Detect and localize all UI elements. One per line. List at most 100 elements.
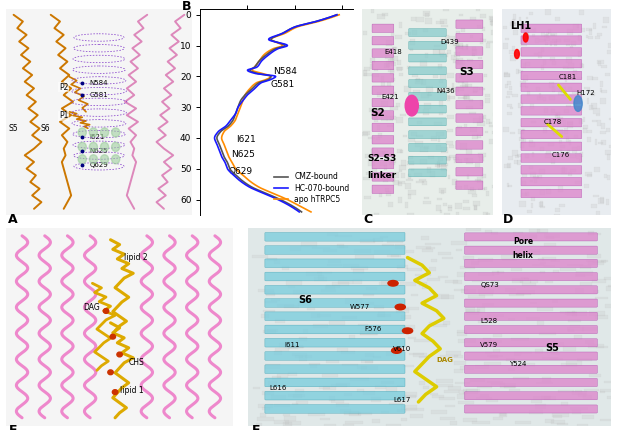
Bar bbox=[605, 74, 610, 76]
Bar bbox=[543, 129, 547, 133]
FancyBboxPatch shape bbox=[265, 365, 405, 374]
Bar bbox=[548, 29, 551, 34]
Bar bbox=[399, 169, 402, 172]
Bar bbox=[378, 133, 382, 138]
Bar bbox=[447, 73, 454, 79]
Bar bbox=[521, 139, 526, 143]
Bar bbox=[520, 17, 521, 21]
Bar bbox=[540, 201, 543, 206]
Bar bbox=[258, 289, 274, 292]
Bar bbox=[449, 37, 455, 39]
Bar bbox=[589, 374, 601, 377]
Bar bbox=[363, 131, 370, 135]
Bar bbox=[377, 14, 384, 19]
Bar bbox=[529, 180, 533, 182]
Bar bbox=[464, 123, 468, 127]
Bar bbox=[475, 366, 489, 369]
Text: H172: H172 bbox=[576, 90, 595, 96]
Circle shape bbox=[78, 142, 86, 151]
Bar bbox=[326, 285, 340, 288]
Bar bbox=[600, 131, 606, 135]
Bar bbox=[497, 271, 503, 273]
Bar bbox=[482, 39, 486, 42]
Bar bbox=[405, 202, 408, 208]
Bar bbox=[602, 65, 608, 68]
Bar bbox=[446, 141, 453, 144]
Bar bbox=[545, 9, 550, 15]
Bar bbox=[544, 108, 547, 114]
FancyBboxPatch shape bbox=[372, 37, 394, 45]
Bar bbox=[565, 312, 577, 315]
Bar bbox=[474, 206, 477, 210]
Text: I621: I621 bbox=[89, 134, 105, 140]
Bar bbox=[569, 96, 573, 100]
Bar bbox=[553, 129, 558, 135]
Bar bbox=[387, 202, 393, 207]
Bar bbox=[507, 91, 511, 95]
Bar bbox=[579, 119, 583, 124]
Bar bbox=[466, 158, 473, 164]
Bar bbox=[400, 282, 416, 286]
Bar bbox=[370, 64, 375, 68]
Bar bbox=[443, 321, 450, 325]
Bar bbox=[510, 132, 515, 134]
Bar bbox=[336, 403, 349, 407]
Bar bbox=[544, 243, 557, 246]
apo hTRPC5 bbox=[226, 156, 233, 161]
Bar bbox=[329, 321, 345, 325]
Bar bbox=[535, 404, 546, 408]
Bar bbox=[411, 132, 416, 136]
Bar bbox=[319, 387, 330, 389]
Bar bbox=[506, 95, 510, 98]
Text: D: D bbox=[503, 213, 513, 226]
Bar bbox=[459, 74, 462, 78]
Text: L616: L616 bbox=[270, 385, 287, 391]
Bar bbox=[398, 197, 402, 203]
Bar bbox=[559, 204, 565, 207]
Bar bbox=[608, 154, 610, 160]
Bar bbox=[594, 195, 599, 197]
Bar bbox=[508, 185, 511, 187]
Bar bbox=[520, 234, 537, 238]
Bar bbox=[593, 23, 596, 29]
Bar bbox=[491, 232, 497, 235]
Bar bbox=[458, 338, 476, 343]
Bar bbox=[605, 150, 611, 155]
Bar bbox=[423, 29, 428, 32]
Bar bbox=[479, 116, 484, 122]
HC-070-bound bbox=[333, 12, 341, 17]
Bar bbox=[577, 358, 592, 361]
Bar bbox=[399, 166, 406, 169]
Bar bbox=[545, 34, 549, 37]
Bar bbox=[544, 97, 547, 101]
Bar bbox=[472, 194, 477, 197]
Bar bbox=[263, 310, 275, 312]
Bar bbox=[380, 236, 387, 238]
Bar bbox=[526, 16, 528, 19]
Bar bbox=[374, 250, 390, 254]
Bar bbox=[595, 139, 597, 145]
Bar bbox=[567, 264, 582, 266]
Bar bbox=[534, 178, 537, 183]
Bar bbox=[550, 350, 558, 353]
Bar bbox=[530, 302, 537, 304]
Bar bbox=[331, 282, 349, 286]
Bar bbox=[477, 307, 485, 312]
FancyBboxPatch shape bbox=[465, 273, 597, 281]
Bar bbox=[567, 121, 573, 126]
Bar bbox=[284, 305, 299, 308]
Text: E421: E421 bbox=[382, 95, 399, 101]
Bar bbox=[268, 381, 277, 386]
Bar bbox=[586, 28, 592, 31]
Bar bbox=[529, 166, 533, 169]
Bar bbox=[301, 242, 317, 246]
Bar bbox=[360, 239, 375, 243]
Bar bbox=[576, 181, 581, 184]
Bar bbox=[461, 289, 476, 293]
Bar bbox=[477, 121, 484, 126]
Bar bbox=[405, 86, 411, 92]
FancyBboxPatch shape bbox=[456, 181, 483, 189]
Circle shape bbox=[515, 49, 520, 58]
Bar bbox=[491, 21, 497, 25]
Bar bbox=[579, 10, 584, 15]
